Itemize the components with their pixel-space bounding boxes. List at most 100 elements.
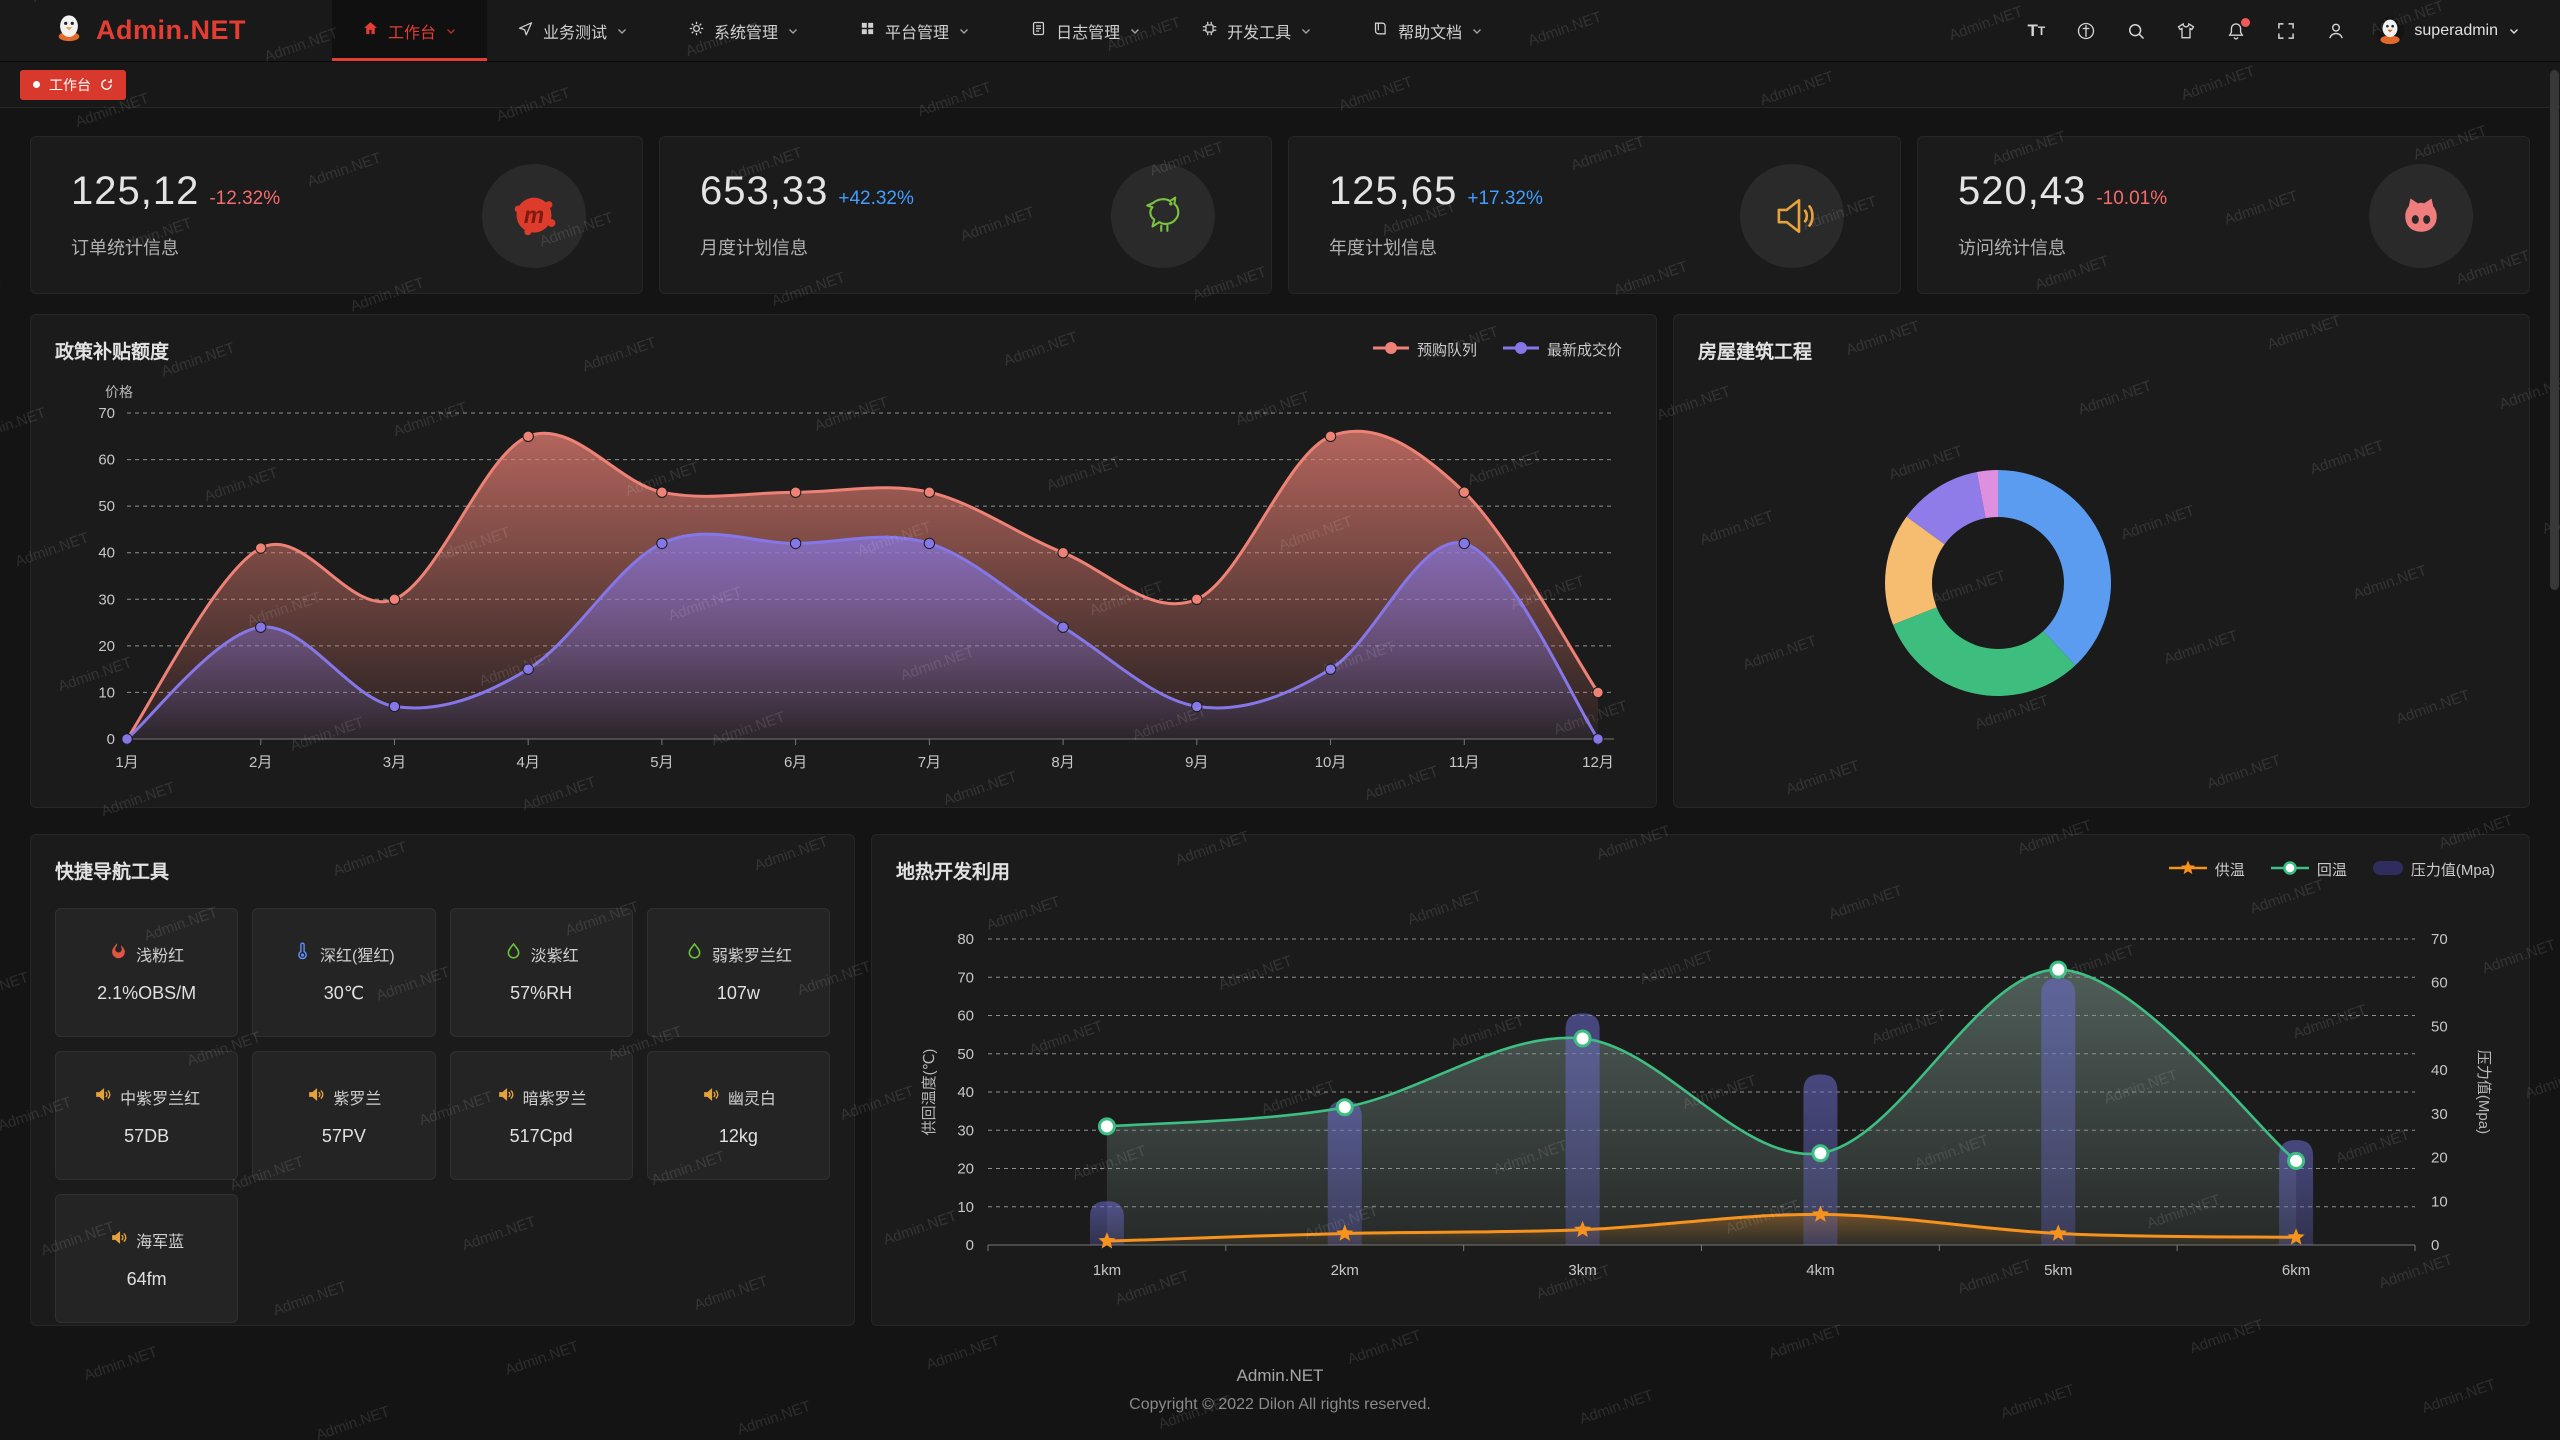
shortcut-navy-blue[interactable]: 海军蓝 64fm bbox=[55, 1194, 239, 1323]
shortcut-ghost-white[interactable]: 幽灵白 12kg bbox=[646, 1051, 830, 1180]
fullscreen-icon[interactable] bbox=[2276, 21, 2296, 41]
nav-item-workbench[interactable]: 工作台 bbox=[332, 0, 488, 61]
nav-item-help-docs[interactable]: 帮助文档 bbox=[1342, 0, 1513, 61]
cpu-icon bbox=[1201, 20, 1218, 42]
legend-item-return-temp[interactable]: 回温 bbox=[2270, 859, 2347, 880]
nav-label: 平台管理 bbox=[885, 24, 950, 42]
shortcut-violet[interactable]: 紫罗兰 57PV bbox=[252, 1051, 436, 1180]
chevron-down-icon bbox=[1131, 28, 1140, 34]
svg-text:3月: 3月 bbox=[383, 754, 406, 771]
legend-label: 最新成交价 bbox=[1546, 342, 1622, 359]
legend-item-latest-price[interactable]: 最新成交价 bbox=[1502, 339, 1622, 360]
legend-item-supply-temp[interactable]: 供温 bbox=[2168, 859, 2245, 880]
legend-label: 压力值(Mpa) bbox=[2410, 862, 2495, 879]
nav-label: 日志管理 bbox=[1056, 24, 1121, 42]
svg-text:1km: 1km bbox=[1093, 1262, 1121, 1279]
chevron-down-icon bbox=[2510, 28, 2518, 34]
refresh-icon[interactable] bbox=[100, 78, 113, 91]
home-icon bbox=[362, 20, 379, 42]
shortcut-medium-violet-red[interactable]: 中紫罗兰红 57DB bbox=[55, 1051, 239, 1180]
tab-workbench[interactable]: 工作台 bbox=[20, 69, 126, 100]
chevron-down-icon bbox=[1302, 28, 1311, 34]
panel-title: 地热开发利用 bbox=[896, 862, 1011, 883]
svg-text:50: 50 bbox=[98, 498, 115, 515]
shortcut-value: 57%RH bbox=[510, 982, 573, 1003]
speaker-icon bbox=[93, 1085, 112, 1109]
stat-card-orders[interactable]: 125,12 -12.32% 订单统计信息 m bbox=[30, 136, 643, 294]
nav-item-business-test[interactable]: 业务测试 bbox=[487, 0, 658, 61]
shortcut-light-pink[interactable]: 浅粉红 2.1%OBS/M bbox=[55, 908, 239, 1037]
shortcut-name: 暗紫罗兰 bbox=[522, 1090, 587, 1108]
theme-icon[interactable] bbox=[2176, 21, 2196, 41]
shortcut-dark-red[interactable]: 深红(猩红) 30℃ bbox=[252, 908, 436, 1037]
legend-swatch bbox=[2168, 860, 2207, 880]
log-icon bbox=[1030, 20, 1047, 42]
svg-text:0: 0 bbox=[966, 1237, 974, 1254]
user-icon[interactable] bbox=[2326, 21, 2346, 41]
svg-text:60: 60 bbox=[2431, 975, 2448, 992]
svg-text:10月: 10月 bbox=[1315, 754, 1347, 771]
legend-swatch bbox=[1502, 341, 1539, 359]
stat-card-visits[interactable]: 520,43 -10.01% 访问统计信息 bbox=[1917, 136, 2530, 294]
legend-item-pressure[interactable]: 压力值(Mpa) bbox=[2372, 859, 2495, 880]
gear-icon bbox=[688, 20, 705, 42]
main-content: 125,12 -12.32% 订单统计信息 m 653,33 +42.32% 月… bbox=[0, 108, 2560, 1414]
svg-text:12月: 12月 bbox=[1582, 754, 1614, 771]
nav-item-system-mgmt[interactable]: 系统管理 bbox=[658, 0, 829, 61]
nav-item-platform-mgmt[interactable]: 平台管理 bbox=[829, 0, 1000, 61]
drop-icon bbox=[504, 942, 523, 966]
legend-item-preorder[interactable]: 预购队列 bbox=[1372, 339, 1477, 360]
svg-text:压力值(Mpa): 压力值(Mpa) bbox=[2475, 1050, 2492, 1134]
chevron-down-icon bbox=[447, 28, 456, 34]
nav-item-log-mgmt[interactable]: 日志管理 bbox=[1000, 0, 1171, 61]
svg-text:70: 70 bbox=[2431, 931, 2448, 948]
shortcut-weak-violet-red[interactable]: 弱紫罗兰红 107w bbox=[646, 908, 830, 1037]
tab-label: 工作台 bbox=[49, 76, 91, 93]
chevron-down-icon bbox=[789, 28, 798, 34]
scrollbar[interactable] bbox=[2550, 0, 2559, 1440]
svg-text:6km: 6km bbox=[2282, 1262, 2310, 1279]
chart3-legend: 供温 回温 压力值(Mpa) bbox=[2168, 859, 2495, 880]
language-icon[interactable] bbox=[2076, 21, 2096, 41]
scrollbar-thumb[interactable] bbox=[2550, 70, 2559, 590]
svg-text:5km: 5km bbox=[2044, 1262, 2072, 1279]
shortcut-name: 紫罗兰 bbox=[333, 1090, 382, 1108]
stat-card-monthly-plan[interactable]: 653,33 +42.32% 月度计划信息 bbox=[659, 136, 1272, 294]
mixed-chart[interactable]: 0 10 20 30 40 50 60 70 80 0 10 20 30 40 50 60 70 1km 2km 3k… bbox=[896, 897, 2507, 1297]
tab-active-dot bbox=[33, 81, 40, 88]
fire-icon bbox=[109, 942, 128, 966]
charts-row: 政策补贴额度 预购队列 最新成交价 0 10 20 30 40 50 60 70 价格 1月 2月 3… bbox=[30, 314, 2530, 808]
nav-label: 帮助文档 bbox=[1398, 24, 1463, 42]
svg-text:4月: 4月 bbox=[517, 754, 540, 771]
user-menu[interactable]: superadmin bbox=[2376, 16, 2520, 45]
svg-text:20: 20 bbox=[2431, 1150, 2448, 1167]
svg-text:2km: 2km bbox=[1331, 1262, 1359, 1279]
stat-value: 125,65 bbox=[1329, 169, 1458, 213]
stat-card-yearly-plan[interactable]: 125,65 +17.32% 年度计划信息 bbox=[1288, 136, 1901, 294]
svg-text:10: 10 bbox=[98, 684, 115, 701]
main-nav: 工作台 业务测试 系统管理 平台管理 日志管理 开发工具 bbox=[332, 0, 1513, 61]
svg-text:2月: 2月 bbox=[249, 754, 272, 771]
nav-item-dev-tools[interactable]: 开发工具 bbox=[1171, 0, 1342, 61]
shortcut-dark-violet[interactable]: 暗紫罗兰 517Cpd bbox=[449, 1051, 633, 1180]
svg-text:50: 50 bbox=[2431, 1018, 2448, 1035]
legend-swatch bbox=[2372, 860, 2403, 880]
shortcut-pale-violet[interactable]: 淡紫红 57%RH bbox=[449, 908, 633, 1037]
chevron-down-icon bbox=[618, 28, 627, 34]
page-footer: Admin.NET Copyright © 2022 Dilon All rig… bbox=[30, 1366, 2530, 1414]
app-logo[interactable]: Admin.NET bbox=[0, 0, 246, 61]
shortcut-value: 2.1%OBS/M bbox=[97, 982, 197, 1003]
panel-title: 快捷导航工具 bbox=[55, 862, 170, 883]
area-chart[interactable]: 0 10 20 30 40 50 60 70 价格 1月 2月 3月 4月 5月 6月 7月 8月 9月 10月 11… bbox=[55, 373, 1634, 785]
search-icon[interactable] bbox=[2126, 21, 2146, 41]
svg-text:5月: 5月 bbox=[650, 754, 673, 771]
shortcut-name: 浅粉红 bbox=[136, 947, 185, 965]
svg-text:60: 60 bbox=[98, 452, 115, 469]
donut-chart[interactable] bbox=[1698, 371, 2338, 791]
app-header: Admin.NET 工作台 业务测试 系统管理 平台管理 日志管理 bbox=[0, 0, 2560, 62]
legend-swatch bbox=[1372, 341, 1409, 359]
shortcut-name: 海军蓝 bbox=[136, 1233, 185, 1251]
notification-icon[interactable] bbox=[2226, 17, 2251, 41]
shortcut-name: 中紫罗兰红 bbox=[120, 1090, 201, 1108]
